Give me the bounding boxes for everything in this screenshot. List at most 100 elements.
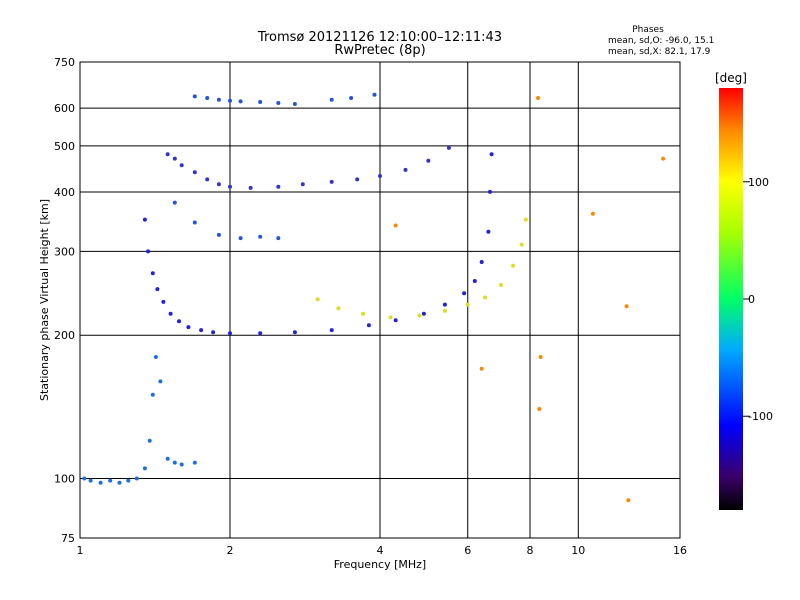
data-point [276,101,281,105]
data-point [483,295,488,300]
data-point [82,476,87,481]
data-point [315,297,320,302]
data-point [258,234,263,239]
x-tick-label: 16 [673,544,687,557]
data-point [523,217,528,222]
data-point [276,236,281,241]
data-point [349,96,354,100]
series-o-trace-f-layer [142,152,494,336]
phases-label: Phases [632,25,664,35]
data-point [155,287,160,292]
data-point [238,236,243,241]
colorbar-tick-label: 0 [748,293,755,306]
data-point [329,328,334,333]
data-point [192,170,197,175]
data-point [472,279,477,283]
data-point [172,200,177,205]
y-tick-labels: 75 100 200 300 400 500 600 750 [54,56,75,545]
data-point [661,156,666,161]
data-point [142,217,147,222]
data-point [519,242,524,247]
colorbar-tick-label: 100 [748,176,769,189]
data-point [590,211,595,216]
colorbar-label: [deg] [715,71,747,85]
data-point [158,379,163,384]
data-point [165,152,170,157]
data-point [499,283,504,287]
data-point [150,271,155,276]
x-tick-label: 10 [571,544,585,557]
data-point [146,249,151,254]
data-point [378,174,382,178]
data-point [161,299,166,304]
data-point [165,456,170,461]
data-point [153,355,158,359]
data-point [172,156,177,161]
data-point [366,323,371,328]
data-point [228,331,232,336]
data-point [211,330,216,335]
chart-title: Tromsø 20121126 12:10:00–12:11:43 [257,30,502,45]
data-point [88,478,93,483]
data-point [276,184,281,189]
data-point [465,302,470,307]
data-point [216,182,221,187]
data-point [192,460,197,465]
data-point [292,330,297,335]
data-point [372,92,377,97]
data-point [393,223,398,228]
data-point [117,480,122,485]
data-point [134,476,139,481]
data-point [192,94,197,99]
y-axis-label: Stationary phase Virtual Height [km] [38,199,51,401]
data-point [168,311,173,316]
data-point [624,304,629,309]
series-e-es-layer [82,355,197,485]
data-point [479,366,484,371]
data-point [538,355,543,359]
data-point [537,407,542,411]
data-point [142,466,147,471]
data-point [192,220,197,225]
series-multi-hop-620-km [192,92,377,106]
data-point [511,263,516,268]
data-point [258,100,263,104]
colorbar-tick-labels: 100 0 -100 [743,176,773,423]
y-tick-label: 100 [54,473,75,486]
series-upper-traces [165,145,451,190]
data-point [388,315,393,320]
y-tick-label: 300 [54,245,75,258]
x-tick-labels: 1 2 4 6 8 10 16 [77,544,688,557]
data-point [403,167,408,172]
data-point [626,498,631,503]
data-point [205,96,210,100]
data-point [442,302,447,307]
data-point [258,331,263,336]
x-tick-label: 4 [377,544,384,557]
data-point [442,308,447,313]
data-point [361,311,366,316]
x-axis-label: Frequency [MHz] [334,558,426,571]
data-point [186,325,191,330]
chart-subtitle: RwPretec (8p) [334,43,425,58]
data-point [292,102,297,106]
data-point [179,163,184,168]
phases-x-stats: mean, sd,X: 82.1, 17.9 [608,47,711,57]
data-point [300,182,305,187]
data-point [238,99,243,104]
data-point [329,179,334,184]
data-points [82,92,666,503]
series-scattered [393,96,666,503]
data-point [462,291,467,296]
x-tick-label: 6 [464,544,471,557]
data-point [126,478,131,483]
y-tick-label: 750 [54,56,75,69]
data-point [536,96,540,100]
y-tick-label: 200 [54,329,75,342]
y-tick-label: 600 [54,102,75,115]
colorbar [719,88,743,510]
data-point [489,152,494,157]
data-point [446,145,451,150]
data-point [172,460,177,465]
phases-o-stats: mean, sd,O: -96.0, 15.1 [608,36,714,46]
